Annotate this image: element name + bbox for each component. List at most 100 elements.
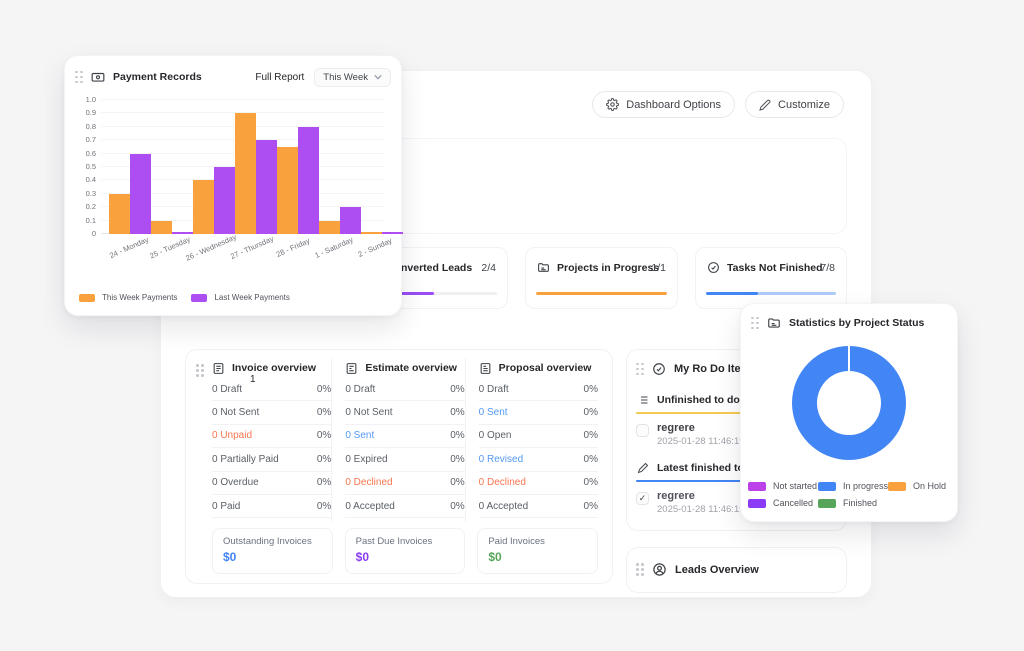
x-axis-label: 1 - Saturday [313,235,355,260]
bar-group [277,126,319,234]
period-dropdown[interactable]: This Week [314,67,391,87]
donut-slice-gap [848,346,850,372]
overview-row: 0 Accepted 0% [478,495,598,519]
pencil-icon [759,99,771,111]
statistics-title: Statistics by Project Status [789,317,925,329]
projects-icon [537,261,550,274]
todo-item-name: regrere [657,422,695,434]
y-axis-tick: 0.1 [85,215,96,225]
overview-row: 0 Paid 0% [212,495,332,519]
overview-row: 0 Partially Paid 0% [212,448,332,472]
invoice-icon [212,362,225,375]
legend-item-cancelled: Cancelled [748,498,818,508]
payments-bar-chart: 0 0.1 0.2 0.3 0.4 0.5 0.6 0.7 0.8 0.9 1.0 24 - Mon… [79,95,403,268]
customize-button[interactable]: Customize [745,91,844,118]
stat-card-tasks-not-finished[interactable]: Tasks Not Finished 7/8 [695,247,847,309]
x-axis-label: 2 - Sunday [356,236,393,259]
legend-item-in-progress: In progress [818,481,888,491]
bar-group [109,153,151,234]
proposal-icon [479,362,492,375]
stat-card-projects-in-progress[interactable]: Projects in Progress 1/1 [525,247,678,309]
overview-row: 0 Sent 0% [478,401,598,425]
summary-label: Past Due Invoices [355,536,433,547]
drag-handle[interactable] [751,316,759,330]
outstanding-invoices-box: Outstanding Invoices $0 [212,528,333,574]
overview-title: Invoice overview [232,362,317,374]
legend-swatch [818,481,836,491]
bar [277,146,298,234]
unfinished-section-header[interactable]: Unfinished to do's [637,394,748,406]
bar [214,167,235,234]
donut-hole [817,371,881,435]
pencil-line-icon [637,462,649,474]
y-axis-tick: 0.9 [85,108,96,118]
todo-checkbox-unchecked[interactable] [636,424,649,437]
overview-row: 0 Not Sent 0% [212,401,332,425]
overview-row: 0 Sent 0% [345,425,465,449]
gear-icon [606,98,620,111]
legend-swatch [748,481,766,491]
overview-row: 0 Declined 0% [345,472,465,495]
dashboard-options-label: Dashboard Options [626,98,722,111]
legend-swatch [818,498,836,508]
y-axis-tick: 0.3 [85,188,96,198]
payment-icon [91,70,105,84]
todo-checkbox-checked[interactable]: ✓ [636,492,649,505]
progress-bar [706,292,836,295]
bar [319,220,340,234]
dashboard-options-button[interactable]: Dashboard Options [592,91,736,118]
stat-label: Tasks Not Finished [727,261,823,274]
bar-group [151,220,193,234]
overview-row: 0 Unpaid 0% [212,425,332,449]
bar [172,232,193,234]
todo-item-name: regrere [657,490,695,502]
tasks-icon [707,261,720,274]
overview-row: 0 Draft 0% [212,378,332,402]
y-axis-tick: 0.5 [85,162,96,171]
leads-overview-card: Leads Overview [626,547,847,593]
statistics-card: Statistics by Project Status Not started… [740,303,958,522]
bar [256,140,277,234]
check-circle-icon [652,362,666,376]
drag-handle[interactable] [75,70,83,84]
todo-item-date: 2025-01-28 11:46:19 [657,504,745,515]
project-status-legend: Not started In progress On Hold Cancelle… [748,481,946,508]
legend-swatch [748,498,766,508]
payment-records-title: Payment Records [113,71,202,83]
overview-row: 0 Declined 0% [478,472,598,495]
past-due-invoices-box: Past Due Invoices $0 [344,528,466,574]
bar [235,113,256,234]
invoice-summary-row: Outstanding Invoices $0 Past Due Invoice… [212,528,599,574]
overview-row: 0 Revised 0% [478,448,598,472]
stat-label: Converted Leads [387,261,473,274]
drag-handle[interactable] [636,362,644,376]
drag-handle[interactable] [636,563,644,576]
todo-item-date: 2025-01-28 11:46:19 [657,436,745,447]
invoice-overview-column: Invoice overview 0 Draft 0% 0 Not Sent 0% 0 … [212,358,332,522]
leads-overview-icon [652,562,667,577]
y-axis-tick: 1.0 [85,95,96,104]
paid-invoices-box: Paid Invoices $0 [477,528,599,574]
invoice-overview-card: 1 Invoice overview 0 Draft 0% 0 Not Sent 0%… [185,349,613,584]
legend-item-on-hold: On Hold [888,481,946,491]
leads-title: Leads Overview [675,563,759,576]
stat-value: 1/1 [651,261,666,274]
bar [340,207,361,234]
overview-row: 0 Overdue 0% [212,472,332,495]
drag-handle[interactable] [196,364,204,377]
overview-row: 0 Draft 0% [478,378,598,402]
legend-item-last-week: Last Week Payments [191,293,290,302]
summary-label: Paid Invoices [488,536,545,547]
y-axis-tick: 0.4 [85,175,96,185]
bar [382,232,403,234]
bar [298,126,319,234]
full-report-link[interactable]: Full Report [255,71,305,83]
legend-item-this-week: This Week Payments [79,293,177,302]
finished-underline [636,480,837,482]
stat-label: Projects in Progress [557,261,660,274]
stray-annotation: 1 [250,374,256,385]
summary-label: Outstanding Invoices [223,536,312,547]
project-status-donut-chart [792,346,906,460]
bar-x-axis: 24 - Monday 25 - Tuesday 26 - Wednesday 27 … [101,232,393,268]
